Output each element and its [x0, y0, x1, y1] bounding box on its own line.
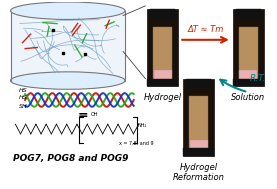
- Text: NH₂: NH₂: [138, 123, 147, 128]
- Bar: [153, 27, 173, 83]
- Text: POG7, POG8 and POG9: POG7, POG8 and POG9: [13, 154, 128, 163]
- Bar: [186, 79, 211, 89]
- Text: x = 7,8, and 9: x = 7,8, and 9: [119, 141, 154, 146]
- Text: OH: OH: [91, 112, 99, 117]
- Bar: [154, 70, 172, 82]
- Bar: [189, 139, 208, 152]
- Bar: [233, 9, 264, 86]
- Text: HS: HS: [19, 94, 28, 100]
- Bar: [189, 96, 208, 152]
- Bar: [147, 79, 178, 86]
- Text: Hydrogel
Reformation: Hydrogel Reformation: [173, 163, 225, 182]
- Text: Solution: Solution: [231, 93, 265, 102]
- Bar: [183, 148, 214, 156]
- Text: Hydrogel: Hydrogel: [144, 93, 182, 102]
- Bar: [183, 79, 214, 156]
- Bar: [239, 70, 257, 82]
- Ellipse shape: [11, 2, 125, 19]
- Text: ΔT ≈ Tm: ΔT ≈ Tm: [187, 25, 224, 34]
- Ellipse shape: [11, 72, 125, 89]
- Bar: [238, 27, 258, 83]
- Bar: [236, 9, 261, 20]
- Text: SH: SH: [19, 104, 28, 109]
- Text: =: =: [78, 109, 89, 122]
- Text: R.T.: R.T.: [250, 74, 266, 83]
- Bar: [11, 11, 125, 81]
- Bar: [233, 79, 264, 86]
- Bar: [147, 9, 178, 86]
- Text: HS: HS: [19, 88, 28, 93]
- Bar: [150, 9, 175, 20]
